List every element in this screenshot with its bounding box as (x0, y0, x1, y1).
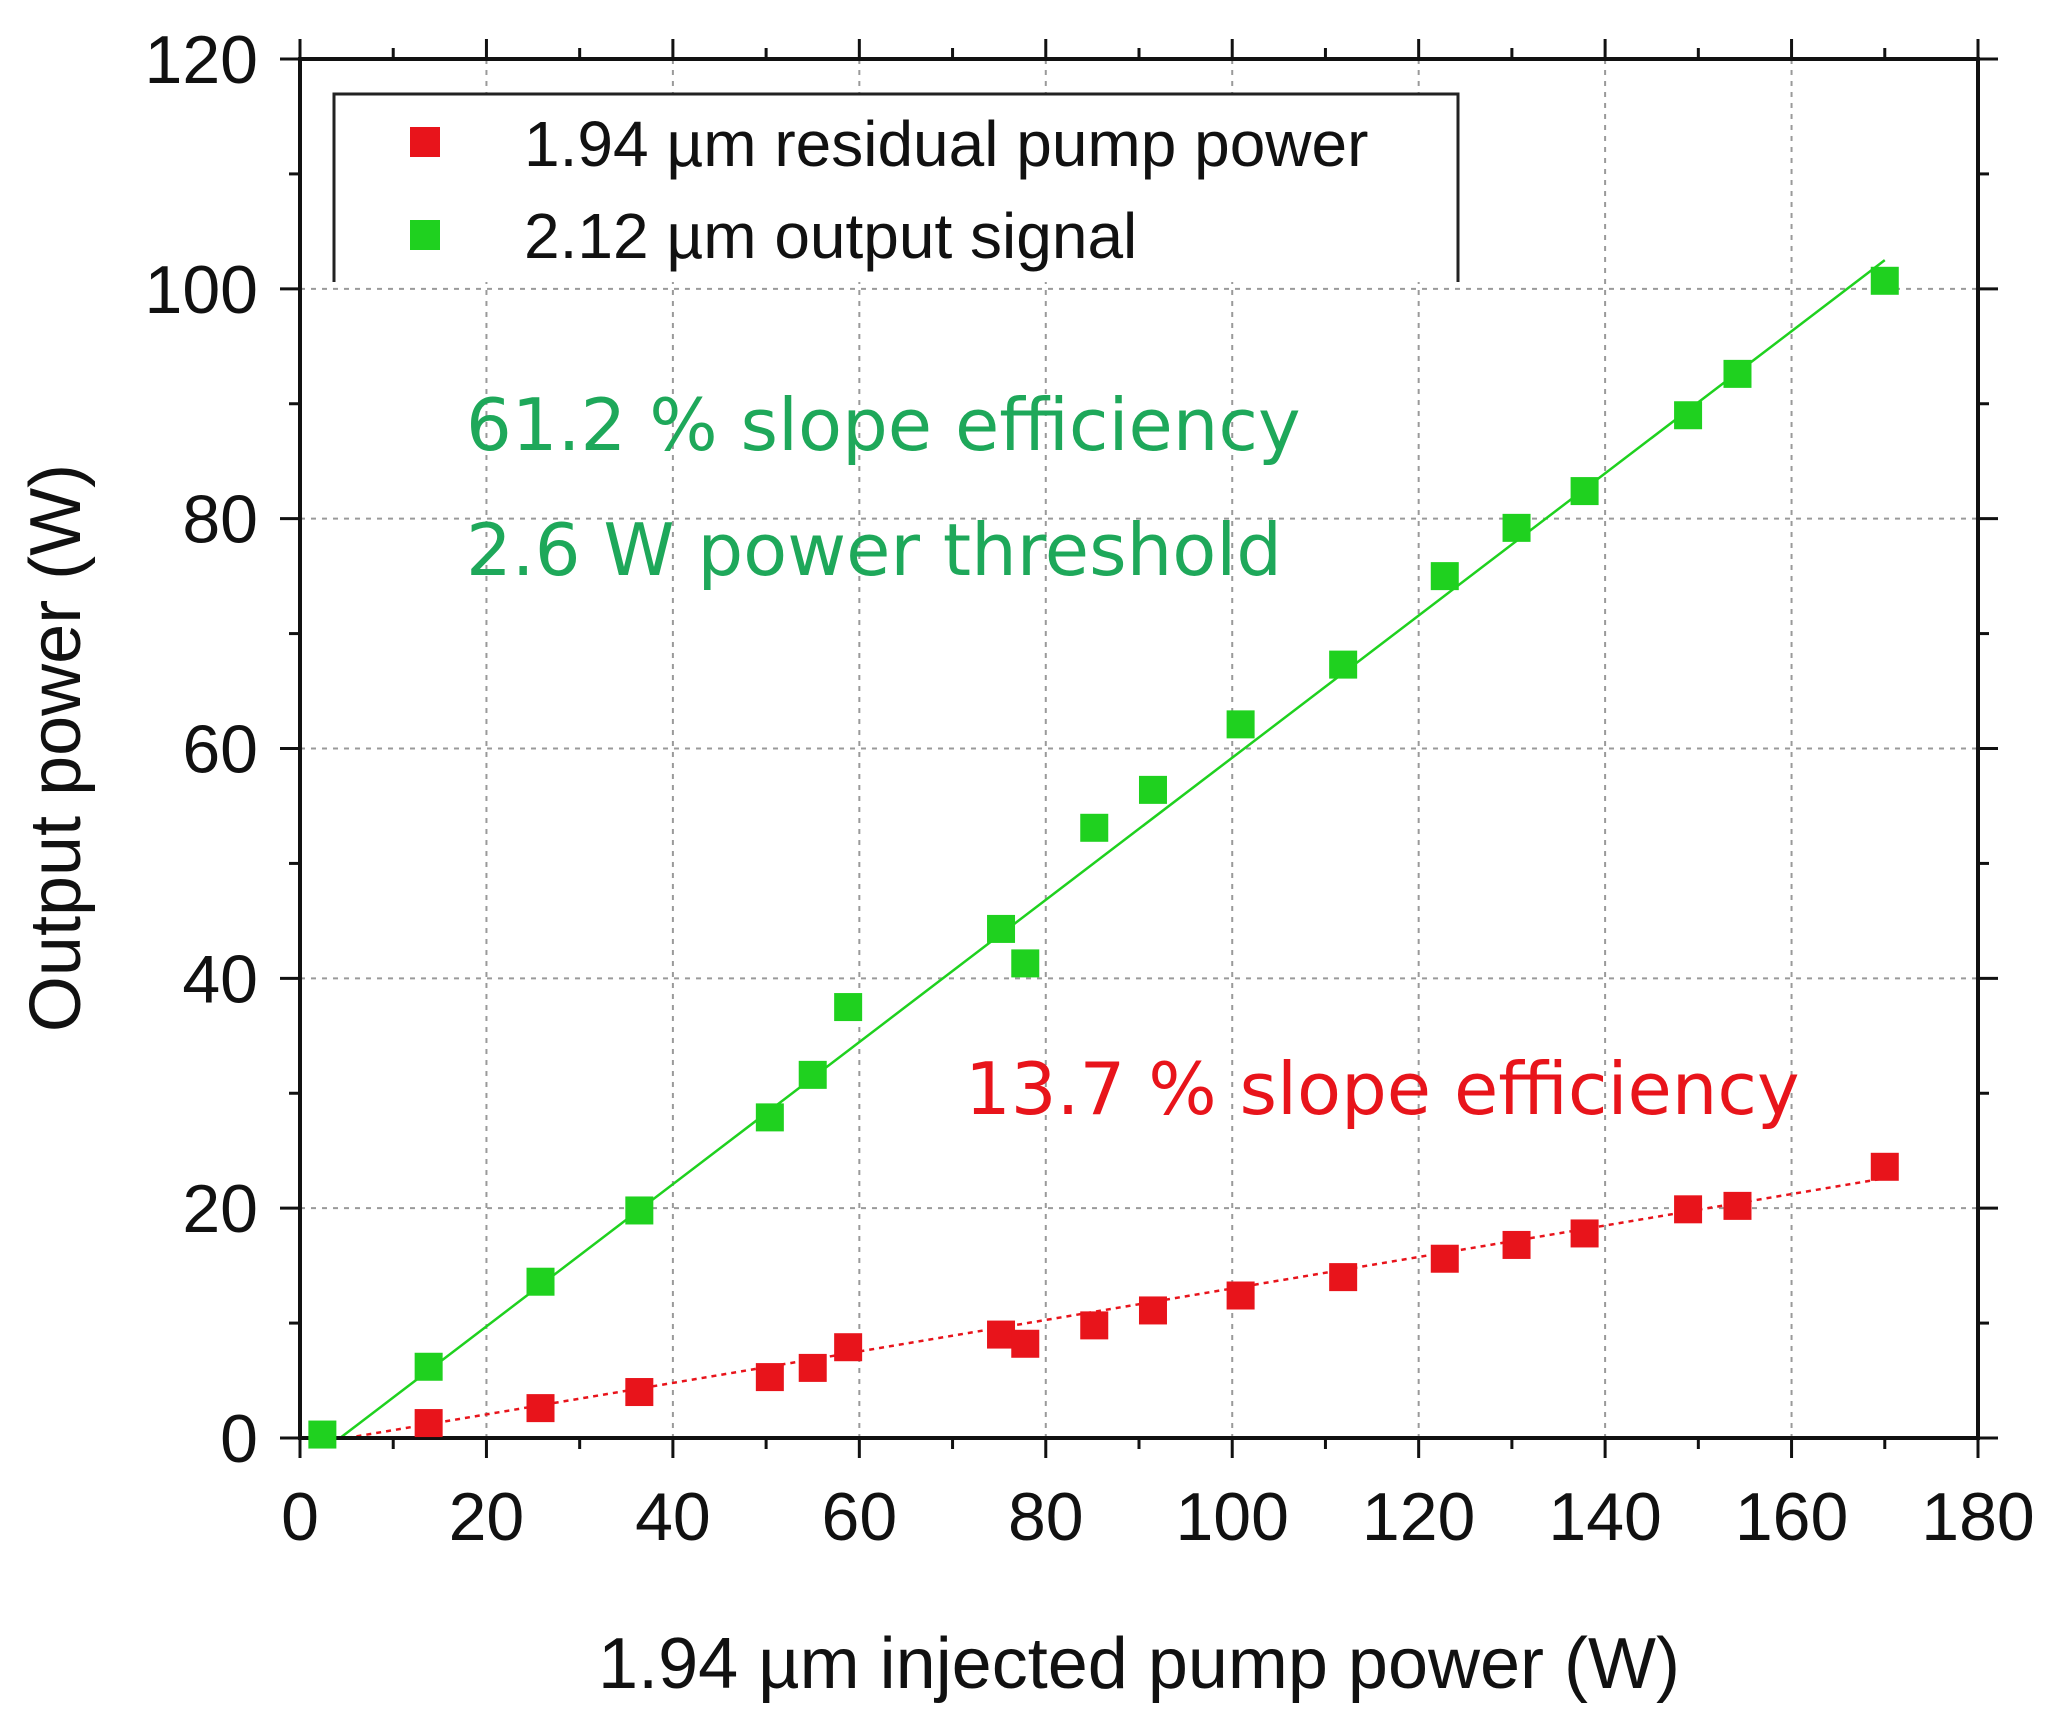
y-tick-label: 0 (220, 1401, 258, 1477)
y-tick-label: 120 (145, 22, 258, 98)
data-point-residual-pump (1430, 1244, 1459, 1273)
y-tick-label: 60 (182, 712, 258, 788)
annotation-red-slope: 13.7 % slope efficiency (965, 1047, 1800, 1131)
x-tick-label: 140 (1548, 1479, 1661, 1555)
y-tick-label: 20 (182, 1171, 258, 1247)
legend: 1.94 µm residual pump power 2.12 µm outp… (332, 92, 1460, 282)
x-tick-label: 40 (635, 1479, 711, 1555)
data-point-residual-pump (414, 1409, 443, 1438)
data-point-output-signal (755, 1103, 784, 1132)
annotation-green-threshold: 2.6 W power threshold (466, 508, 1282, 592)
axis-ticks: 0 20 40 60 80 100 120 140 160 180 0 20 40 60 80 100 120 (145, 22, 2035, 1555)
data-point-output-signal (1011, 949, 1040, 978)
x-tick-label: 120 (1362, 1479, 1475, 1555)
data-point-residual-pump (625, 1378, 654, 1407)
legend-label-output-signal: 2.12 µm output signal (524, 200, 1137, 272)
data-point-output-signal (414, 1352, 443, 1381)
x-tick-label: 100 (1175, 1479, 1288, 1555)
data-point-residual-pump (1080, 1311, 1109, 1340)
data-point-residual-pump (755, 1363, 784, 1392)
data-point-output-signal (1329, 650, 1358, 679)
y-axis-title: Output power (W) (16, 464, 96, 1032)
plot-frame (298, 57, 1980, 1440)
data-point-residual-pump (1502, 1230, 1531, 1259)
data-point-residual-pump (1723, 1191, 1752, 1220)
data-point-output-signal (1502, 513, 1531, 542)
y-tick-label: 100 (145, 252, 258, 328)
y-tick-label: 80 (182, 482, 258, 558)
data-points (308, 266, 1899, 1449)
x-tick-label: 0 (281, 1479, 319, 1555)
data-point-residual-pump (1674, 1195, 1703, 1224)
x-tick-label: 180 (1921, 1479, 2034, 1555)
data-point-output-signal (308, 1420, 337, 1449)
data-point-output-signal (834, 993, 863, 1022)
legend-box (332, 92, 1460, 282)
data-point-output-signal (625, 1196, 654, 1225)
x-tick-label: 20 (449, 1479, 525, 1555)
x-tick-label: 60 (822, 1479, 898, 1555)
annotation-green-slope: 61.2 % slope efficiency (466, 383, 1301, 467)
data-point-residual-pump (1138, 1296, 1167, 1325)
data-point-residual-pump (1570, 1219, 1599, 1248)
x-axis-title: 1.94 µm injected pump power (W) (598, 1624, 1680, 1704)
data-point-output-signal (526, 1267, 555, 1296)
data-point-residual-pump (526, 1394, 555, 1423)
data-point-output-signal (1674, 401, 1703, 430)
data-point-output-signal (1723, 359, 1752, 388)
fit-lines (339, 259, 1886, 1440)
data-point-residual-pump (1011, 1329, 1040, 1358)
x-tick-label: 80 (1008, 1479, 1084, 1555)
data-point-residual-pump (1329, 1263, 1358, 1292)
data-point-output-signal (987, 914, 1016, 943)
legend-marker-output-signal (410, 220, 440, 250)
data-point-output-signal (1080, 813, 1109, 842)
data-point-output-signal (1430, 562, 1459, 591)
data-point-output-signal (1870, 266, 1899, 295)
data-point-output-signal (798, 1060, 827, 1089)
data-point-residual-pump (834, 1333, 863, 1362)
data-point-output-signal (1570, 477, 1599, 506)
data-point-residual-pump (987, 1320, 1016, 1349)
legend-marker-residual-pump (410, 127, 440, 157)
data-point-residual-pump (1226, 1281, 1255, 1310)
data-point-output-signal (1226, 710, 1255, 739)
data-point-residual-pump (1870, 1152, 1899, 1181)
data-point-residual-pump (798, 1353, 827, 1382)
legend-label-residual-pump: 1.94 µm residual pump power (524, 108, 1368, 180)
x-tick-label: 160 (1735, 1479, 1848, 1555)
y-tick-label: 40 (182, 941, 258, 1017)
fit-line-output-signal (339, 259, 1886, 1439)
data-point-output-signal (1138, 775, 1167, 804)
